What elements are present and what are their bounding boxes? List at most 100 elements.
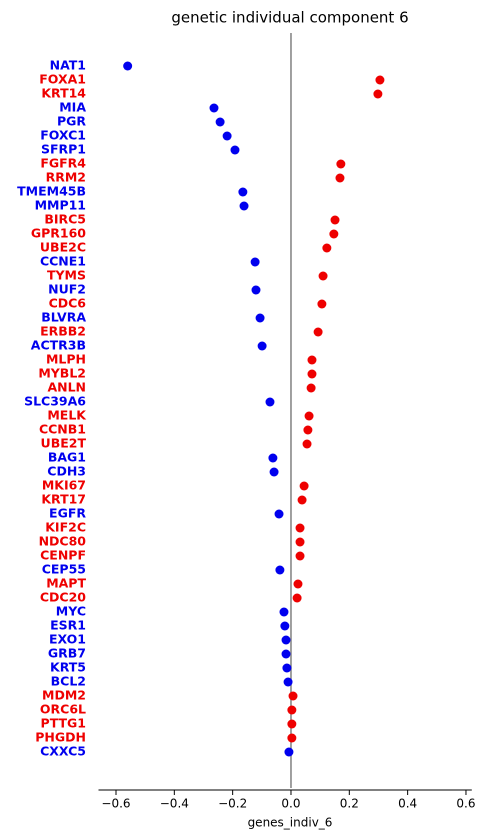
point <box>281 649 291 659</box>
y-tick-label: SLC39A6 <box>24 394 86 409</box>
y-tick-label: ACTR3B <box>31 338 86 353</box>
point <box>287 705 297 715</box>
y-tick-label: FOXC1 <box>40 128 86 143</box>
point <box>283 677 293 687</box>
point <box>275 565 285 575</box>
point <box>295 523 305 533</box>
x-axis-label: genes_indiv_6 <box>248 816 333 830</box>
point <box>329 229 339 239</box>
x-tick-label: −0.2 <box>218 797 247 811</box>
y-tick-label: PGR <box>57 114 86 129</box>
point <box>304 411 314 421</box>
point <box>238 187 248 197</box>
point <box>268 453 278 463</box>
point <box>336 159 346 169</box>
point <box>288 691 298 701</box>
y-tick-label: UBE2C <box>40 240 86 255</box>
point <box>318 271 328 281</box>
y-tick-label: MYC <box>56 604 86 619</box>
point <box>251 285 261 295</box>
y-tick-label: KRT14 <box>41 86 86 101</box>
y-tick-label: BAG1 <box>48 450 86 465</box>
point <box>373 89 383 99</box>
point <box>222 131 232 141</box>
point <box>307 355 317 365</box>
point <box>306 383 316 393</box>
y-tick-label: CCNE1 <box>40 254 86 269</box>
point <box>295 551 305 561</box>
point <box>302 439 312 449</box>
y-tick-label: CCNB1 <box>39 422 86 437</box>
y-tick-label: ERBB2 <box>40 324 86 339</box>
x-tick-label: −0.4 <box>160 797 189 811</box>
point <box>335 173 345 183</box>
point <box>295 537 305 547</box>
y-tick-label: EXO1 <box>49 632 86 647</box>
y-tick-label: TMEM45B <box>17 184 86 199</box>
point <box>255 313 265 323</box>
point <box>287 733 297 743</box>
x-tick-label: 0.4 <box>398 797 417 811</box>
point <box>282 663 292 673</box>
y-tick-label: KRT5 <box>50 660 86 675</box>
y-tick-label: PHGDH <box>35 730 86 745</box>
y-tick-label: CEP55 <box>42 562 86 577</box>
point <box>239 201 249 211</box>
point <box>303 425 313 435</box>
y-tick-label: MYBL2 <box>38 366 86 381</box>
y-tick-label: BIRC5 <box>44 212 86 227</box>
point <box>281 635 291 645</box>
point <box>330 215 340 225</box>
point <box>123 61 133 71</box>
y-tick-label: MMP11 <box>35 198 86 213</box>
point <box>293 579 303 589</box>
point <box>279 607 289 617</box>
y-tick-label: MELK <box>47 408 87 423</box>
point <box>257 341 267 351</box>
y-tick-label: PTTG1 <box>41 716 86 731</box>
point <box>292 593 302 603</box>
y-tick-label: SFRP1 <box>41 142 86 157</box>
y-tick-label: NDC80 <box>39 534 87 549</box>
point <box>284 747 294 757</box>
y-tick-label: TYMS <box>47 268 86 283</box>
point <box>230 145 240 155</box>
y-tick-label: MLPH <box>46 352 86 367</box>
x-tick-label: −0.6 <box>101 797 130 811</box>
point <box>307 369 317 379</box>
y-tick-label: NUF2 <box>48 282 86 297</box>
point <box>299 481 309 491</box>
y-tick-label: CENPF <box>40 548 86 563</box>
y-tick-label: CXXC5 <box>40 744 86 759</box>
point <box>375 75 385 85</box>
point <box>287 719 297 729</box>
y-tick-label: ANLN <box>47 380 86 395</box>
x-tick-label: 0.0 <box>281 797 300 811</box>
point <box>274 509 284 519</box>
y-tick-label: ORC6L <box>40 702 86 717</box>
point <box>209 103 219 113</box>
y-tick-label: UBE2T <box>41 436 87 451</box>
point <box>322 243 332 253</box>
y-tick-label: KIF2C <box>45 520 86 535</box>
point <box>313 327 323 337</box>
x-tick-label: 0.6 <box>456 797 475 811</box>
y-tick-label: BCL2 <box>51 674 86 689</box>
point <box>250 257 260 267</box>
y-tick-label: FOXA1 <box>39 72 86 87</box>
y-tick-label: NAT1 <box>50 58 86 73</box>
y-tick-label: CDH3 <box>47 464 86 479</box>
point <box>265 397 275 407</box>
y-tick-label: KRT17 <box>41 492 86 507</box>
point <box>215 117 225 127</box>
point <box>269 467 279 477</box>
point <box>297 495 307 505</box>
point <box>280 621 290 631</box>
y-tick-label: GPR160 <box>31 226 86 241</box>
y-tick-label: CDC6 <box>49 296 87 311</box>
y-tick-label: MIA <box>59 100 86 115</box>
x-tick-label: 0.2 <box>340 797 359 811</box>
y-tick-label: ESR1 <box>50 618 86 633</box>
y-tick-label: CDC20 <box>40 590 86 605</box>
